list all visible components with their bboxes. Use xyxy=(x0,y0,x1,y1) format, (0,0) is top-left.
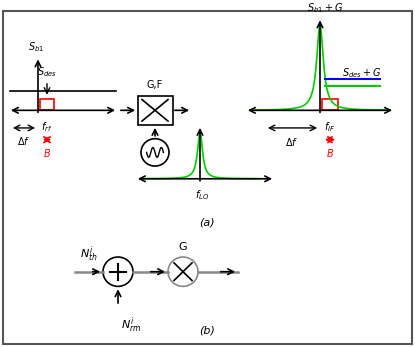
Circle shape xyxy=(103,257,133,286)
Text: (a): (a) xyxy=(199,218,215,228)
Text: $f_{rf}$: $f_{rf}$ xyxy=(41,120,53,134)
Text: $\Delta f$: $\Delta f$ xyxy=(286,136,299,148)
Text: $S_{des}$: $S_{des}$ xyxy=(37,65,57,79)
Text: $f_{IF}$: $f_{IF}$ xyxy=(324,120,336,134)
FancyBboxPatch shape xyxy=(3,10,412,344)
Text: $\Delta f$: $\Delta f$ xyxy=(17,135,31,147)
Text: $f_{LO}$: $f_{LO}$ xyxy=(195,188,209,202)
Text: $S_{des}+G$: $S_{des}+G$ xyxy=(342,66,382,80)
Bar xyxy=(40,99,54,110)
Text: $B$: $B$ xyxy=(326,146,334,159)
Circle shape xyxy=(168,257,198,286)
Text: $N_{rm}^{i}$: $N_{rm}^{i}$ xyxy=(121,316,142,335)
Text: (b): (b) xyxy=(199,325,215,336)
Circle shape xyxy=(141,139,169,166)
Text: $S_{b1}$: $S_{b1}$ xyxy=(28,40,44,53)
Text: $B$: $B$ xyxy=(43,146,51,159)
Bar xyxy=(138,96,173,125)
Text: $S_{b1}+G$: $S_{b1}+G$ xyxy=(307,2,343,16)
Text: $N_{th}^{i}$: $N_{th}^{i}$ xyxy=(80,244,98,264)
Text: G,F: G,F xyxy=(147,80,163,90)
Text: G: G xyxy=(179,242,187,252)
Bar xyxy=(322,99,338,110)
